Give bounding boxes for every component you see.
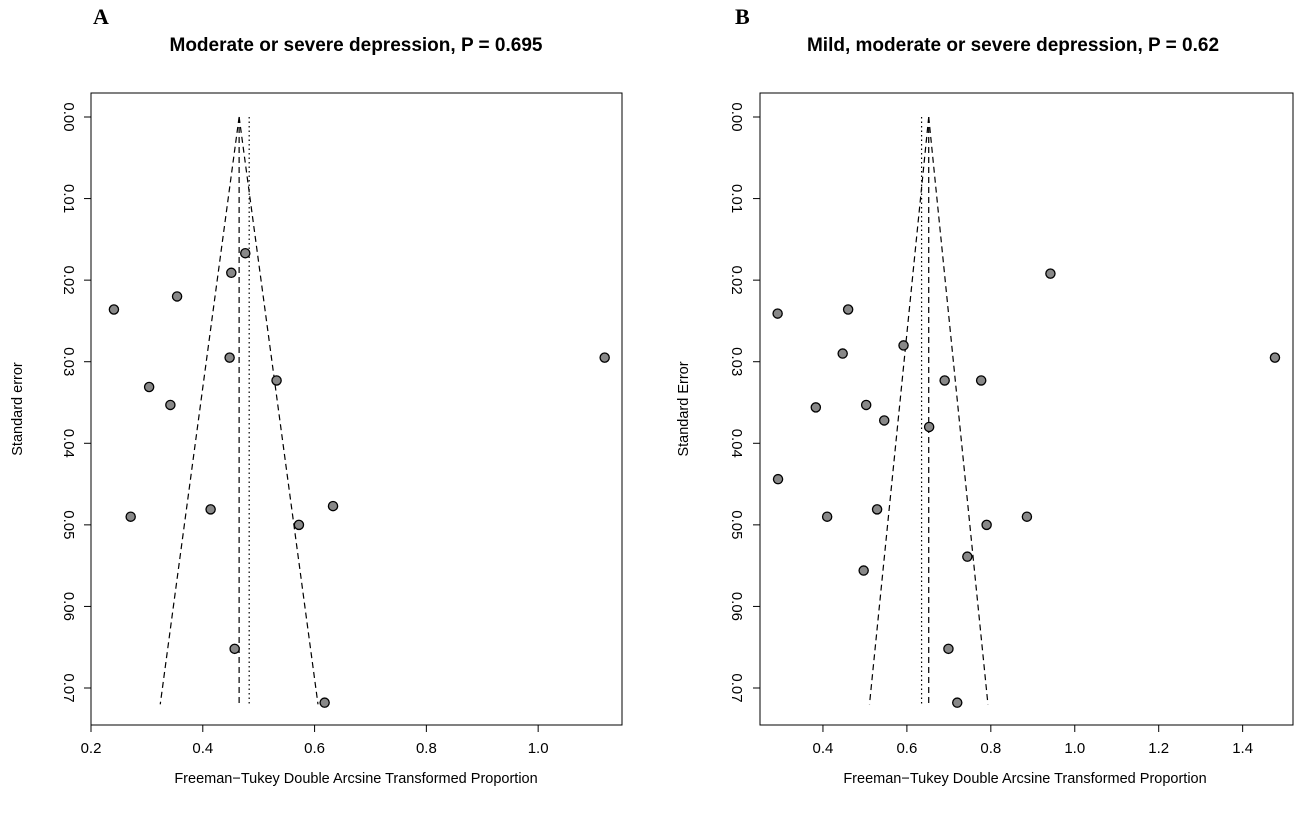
panel-a-study-point [293, 519, 305, 531]
panel-a-x-tick-label: 0.8 [416, 740, 437, 757]
panel-b-study-point [810, 402, 822, 413]
panel-b-x-tick-label: 1.4 [1232, 740, 1253, 757]
panel-a-study-point [165, 399, 176, 411]
panel-label-a: A [93, 4, 109, 29]
panel-a-y-tick-label: 0.03 [60, 347, 77, 376]
panel-a-funnel-right-line [238, 116, 319, 705]
panel-b-funnel-left-line [868, 116, 930, 705]
panel-a-study-point [229, 643, 240, 655]
panel-b-study-point [842, 304, 854, 315]
panel-b-study-point [923, 421, 935, 433]
panel-b-y-tick-label: 0.04 [728, 429, 745, 458]
panel-a-funnel-left-line [159, 116, 240, 705]
panel-a-study-point [327, 500, 339, 512]
panel-b-study-point [1269, 352, 1281, 363]
panel-b-study-point [858, 565, 869, 576]
panel-b-study-point [878, 415, 890, 426]
panel-label-b: B [735, 4, 750, 29]
panel-b-study-point [898, 340, 909, 351]
panel-a-title: Moderate or severe depression, P = 0.695 [170, 35, 543, 56]
panel-a: A Moderate or severe depression, P = 0.6… [10, 4, 623, 787]
panel-b-study-point [772, 473, 784, 485]
panel-b-study-point [952, 697, 963, 708]
panel-b-study-point [1021, 511, 1033, 522]
panel-b-study-point [939, 375, 950, 386]
panel-b-y-axis-label: Standard Error [676, 361, 692, 456]
panel-b-study-point [837, 348, 848, 359]
panel-a-y-tick-label: 0.04 [60, 429, 77, 458]
panel-a-study-point [171, 291, 183, 302]
panel-a-x-tick-label: 0.4 [192, 740, 213, 757]
panel-a-study-point [599, 352, 610, 363]
panel-b-x-tick-label: 0.8 [980, 740, 1001, 757]
panel-a-study-point [143, 381, 155, 393]
panel-b-y-tick-label: 0.03 [728, 347, 745, 376]
panel-a-y-tick-label: 0.00 [60, 102, 77, 131]
panel-b-study-point [981, 519, 992, 531]
panel-a-x-tick-label: 1.0 [528, 740, 549, 757]
panel-a-study-point [108, 304, 120, 315]
panel-b: B Mild, moderate or severe depression, P… [676, 4, 1294, 787]
panel-b-funnel-right-line [928, 116, 989, 705]
panel-a-y-tick-label: 0.07 [60, 673, 77, 702]
panel-b-study-point [871, 504, 883, 515]
panel-a-y-tick-label: 0.01 [60, 184, 77, 213]
panel-a-y-tick-label: 0.05 [60, 510, 77, 539]
panel-b-y-tick-label: 0.05 [728, 510, 745, 539]
panel-b-x-tick-label: 1.0 [1064, 740, 1085, 757]
panel-a-study-point [319, 697, 330, 708]
panel-b-study-point [1045, 268, 1056, 279]
panel-a-study-point [226, 267, 237, 279]
panel-b-x-tick-label: 1.2 [1148, 740, 1169, 757]
panel-a-y-tick-label: 0.02 [60, 266, 77, 295]
panel-b-study-point [962, 551, 973, 562]
panel-a-x-axis-label: Freeman−Tukey Double Arcsine Transformed… [174, 771, 537, 787]
panel-a-y-axis-label: Standard error [10, 362, 26, 456]
panel-a-study-point [125, 511, 136, 522]
panel-a-plot-frame [90, 92, 623, 726]
panel-b-y-tick-label: 0.00 [728, 102, 745, 131]
panel-b-study-point [860, 399, 872, 411]
panel-b-study-point [975, 375, 987, 386]
panel-b-study-point [943, 643, 954, 655]
panel-a-study-point [240, 247, 251, 259]
panel-b-y-tick-label: 0.01 [728, 184, 745, 213]
panel-b-y-tick-label: 0.06 [728, 592, 745, 621]
panel-a-study-point [205, 504, 216, 515]
panel-b-plot-frame [759, 92, 1294, 726]
panel-b-study-point [772, 308, 783, 319]
panel-b-study-point [821, 511, 833, 522]
panel-a-x-tick-label: 0.2 [81, 740, 102, 757]
panel-b-x-tick-label: 0.4 [813, 740, 834, 757]
panel-b-y-tick-label: 0.07 [728, 673, 745, 702]
panel-b-x-tick-label: 0.6 [896, 740, 917, 757]
panel-b-x-axis-label: Freeman−Tukey Double Arcsine Transformed… [843, 771, 1206, 787]
panel-b-y-tick-label: 0.02 [728, 266, 745, 295]
panel-a-y-tick-label: 0.06 [60, 592, 77, 621]
panel-a-study-point [271, 375, 282, 386]
panel-a-x-tick-label: 0.6 [304, 740, 325, 757]
panel-a-study-point [224, 352, 235, 363]
panel-b-title: Mild, moderate or severe depression, P =… [807, 35, 1219, 56]
